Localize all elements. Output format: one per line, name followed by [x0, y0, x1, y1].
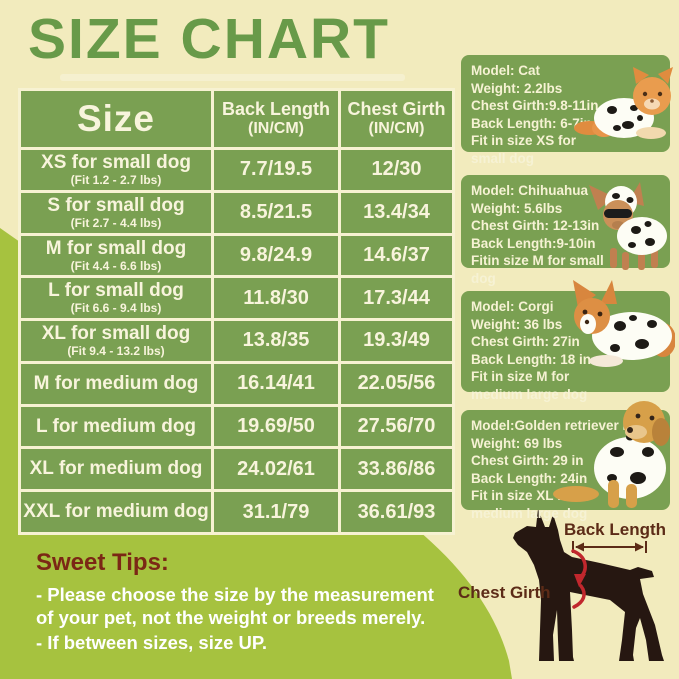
model-info-corgi: Model: Corgi Weight: 36 lbs Chest Girth:…	[461, 291, 670, 402]
col-header-chest-girth-label: Chest Girth	[347, 99, 446, 120]
back-length-cell: 31.1/79	[214, 492, 338, 532]
tips-item: - If between sizes, size UP.	[36, 631, 267, 653]
fit-range: (Fit 4.4 - 6.6 lbs)	[70, 258, 162, 273]
model-info-corgi-text: Model: Corgi Weight: 36 lbs Chest Girth:…	[471, 299, 592, 402]
chest-girth-cell: 12/30	[341, 150, 452, 190]
model-info-cat: Model: Cat Weight: 2.2lbs Chest Girth:9.…	[461, 55, 670, 166]
back-length-cell: 19.69/50	[214, 406, 338, 447]
back-length-cell: 13.8/35	[214, 321, 338, 361]
chest-girth-arrowhead	[574, 574, 586, 587]
chest-girth-cell: 17.3/44	[341, 278, 452, 319]
col-header-back-length-unit: (IN/CM)	[248, 120, 304, 138]
size-cell: L for small dog (Fit 6.6 - 9.4 lbs)	[21, 278, 211, 319]
fit-range: (Fit 1.2 - 2.7 lbs)	[70, 173, 162, 188]
back-length-cell: 8.5/21.5	[214, 192, 338, 233]
model-info-golden-retriever-text: Model:Golden retriever Haste Weight: 69 …	[471, 418, 660, 521]
col-header-size: Size	[21, 91, 211, 147]
chest-girth-cell: 13.4/34	[341, 192, 452, 233]
page-title: SIZE CHART	[28, 7, 390, 71]
size-cell: XS for small dog (Fit 1.2 - 2.7 lbs)	[21, 150, 211, 190]
back-length-cell: 24.02/61	[214, 449, 338, 490]
fit-range: (Fit 6.6 - 9.4 lbs)	[70, 301, 162, 316]
fit-range: (Fit 9.4 - 13.2 lbs)	[67, 344, 165, 359]
col-header-size-label: Size	[76, 97, 156, 139]
back-length-cell: 7.7/19.5	[214, 150, 338, 190]
size-label: L for small dog	[48, 280, 184, 302]
chest-girth-cell: 22.05/56	[341, 363, 452, 404]
size-label: XS for small dog	[41, 152, 191, 174]
chest-girth-cell: 36.61/93	[341, 492, 452, 532]
back-length-arrow	[572, 541, 647, 553]
col-header-chest-girth-unit: (IN/CM)	[368, 120, 425, 138]
back-length-cell: 11.8/30	[214, 278, 338, 319]
size-cell: XXL for medium dog	[21, 492, 211, 532]
chest-girth-cell: 19.3/49	[341, 321, 452, 361]
size-cell: M for small dog (Fit 4.4 - 6.6 lbs)	[21, 235, 211, 276]
size-cell: XL for medium dog	[21, 449, 211, 490]
chest-girth-cell: 14.6/37	[341, 235, 452, 276]
sweet-tips: Sweet Tips: - Please choose the size by …	[36, 549, 456, 655]
tips-item: - Please choose the size by the measurem…	[36, 584, 434, 628]
chest-girth-cell: 27.56/70	[341, 406, 452, 447]
size-label: L for medium dog	[35, 415, 197, 437]
chest-girth-cell: 33.86/86	[341, 449, 452, 490]
fit-range: (Fit 2.7 - 4.4 lbs)	[70, 215, 162, 230]
back-length-label: Back Length	[564, 520, 667, 539]
size-label: XL for small dog	[41, 323, 191, 345]
title-underline	[60, 74, 405, 81]
sweet-tips-heading: Sweet Tips:	[36, 549, 169, 576]
chest-girth-arrow	[571, 549, 587, 609]
size-label: S for small dog	[47, 194, 185, 216]
back-length-cell: 9.8/24.9	[214, 235, 338, 276]
chest-girth-label: Chest Girth	[458, 583, 551, 602]
size-label: XL for medium dog	[29, 458, 203, 480]
back-length-cell: 16.14/41	[214, 363, 338, 404]
size-cell: XL for small dog (Fit 9.4 - 13.2 lbs)	[21, 321, 211, 361]
size-label: XXL for medium dog	[23, 501, 209, 523]
col-header-back-length-label: Back Length	[221, 99, 331, 120]
size-label: M for small dog	[45, 237, 187, 259]
size-label: M for medium dog	[33, 372, 199, 394]
size-cell: L for medium dog	[21, 406, 211, 447]
model-info-chihuahua: Model: Chihuahua Weight: 5.6lbs Chest Gi…	[461, 175, 670, 286]
model-info-chihuahua-text: Model: Chihuahua Weight: 5.6lbs Chest Gi…	[471, 183, 604, 286]
size-table: Size Back Length (IN/CM) Chest Girth (IN…	[18, 88, 455, 535]
col-header-chest-girth: Chest Girth (IN/CM)	[341, 91, 452, 147]
col-header-back-length: Back Length (IN/CM)	[214, 91, 338, 147]
size-cell: M for medium dog	[21, 363, 211, 404]
model-info-cat-text: Model: Cat Weight: 2.2lbs Chest Girth:9.…	[471, 63, 599, 166]
size-cell: S for small dog (Fit 2.7 - 4.4 lbs)	[21, 192, 211, 233]
model-info-golden-retriever: Model:Golden retriever Haste Weight: 69 …	[461, 410, 670, 521]
